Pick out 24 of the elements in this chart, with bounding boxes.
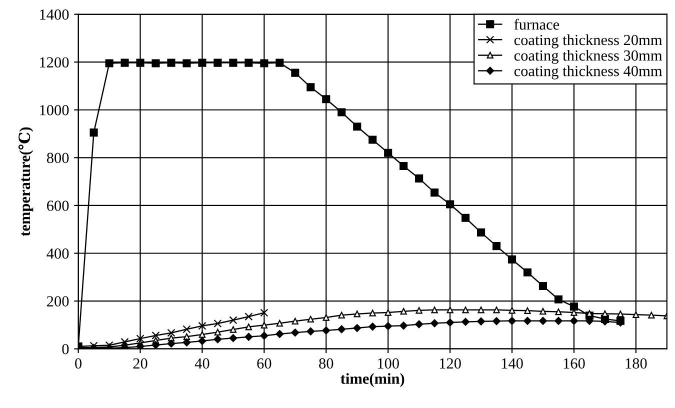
y-tick-label: 1400	[40, 9, 69, 20]
x-tick-label: 0	[75, 358, 82, 369]
x-tick-label: 100	[378, 358, 399, 369]
x-tick-label: 120	[440, 358, 461, 369]
x-tick-label: 60	[257, 358, 272, 369]
legend-label: coating thickness 30mm	[514, 50, 662, 64]
x-tick-label: 180	[626, 358, 647, 369]
x-tick-label: 40	[194, 358, 210, 369]
x-tick-label: 160	[564, 358, 585, 369]
y-tick-label: 800	[46, 152, 69, 164]
x-tick-label: 20	[133, 358, 148, 369]
y-tick-label: 1000	[40, 105, 69, 116]
y-tick-label: 600	[47, 200, 69, 211]
legend-label: furnace	[514, 18, 560, 30]
legend-label: coating thickness 40mm	[514, 65, 662, 80]
y-axis-title: temperature(℃)	[18, 127, 34, 236]
x-axis-title: time(min)	[340, 373, 404, 387]
y-tick-label: 400	[46, 248, 69, 259]
x-tick-label: 140	[502, 358, 523, 369]
x-tick-label: 80	[319, 358, 334, 369]
legend-label: coating thickness 20mm	[514, 34, 662, 48]
y-tick-label: 1200	[40, 57, 69, 68]
y-tick-label: 200	[47, 296, 69, 306]
y-tick-label: 0	[62, 344, 69, 354]
